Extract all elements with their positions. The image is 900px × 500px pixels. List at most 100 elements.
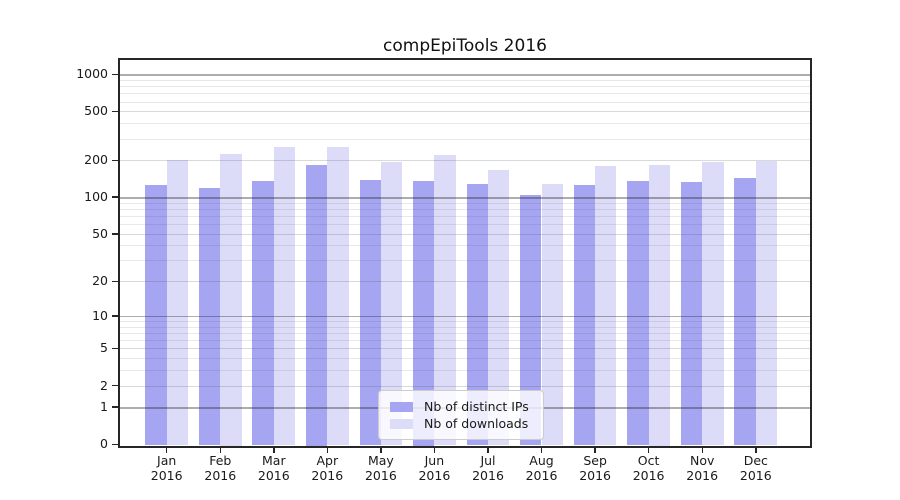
gridline-minor — [120, 86, 810, 88]
x-tick-label: Jan 2016 — [150, 453, 183, 483]
y-tick-label: 0 — [100, 436, 108, 452]
bar-distinct-ips — [145, 185, 167, 446]
y-tick-label: 5 — [100, 340, 108, 356]
y-tick-label: 100 — [84, 189, 108, 205]
x-tick — [755, 447, 757, 453]
gridline-minor — [120, 245, 810, 247]
x-tick — [594, 447, 596, 453]
bar-distinct-ips — [466, 183, 488, 446]
x-tick — [647, 447, 650, 453]
y-tick — [112, 406, 118, 408]
bar-downloads — [755, 161, 778, 446]
y-tick — [112, 73, 118, 76]
y-tick — [112, 110, 118, 113]
y-tick — [112, 315, 118, 317]
legend: Nb of distinct IPs Nb of downloads — [378, 390, 544, 440]
y-tick-label: 1 — [100, 399, 108, 415]
y-tick — [112, 384, 118, 387]
y-tick-label: 500 — [84, 103, 108, 119]
gridline-minor — [120, 340, 810, 342]
y-tick — [112, 280, 118, 282]
y-tick-label: 20 — [92, 273, 108, 289]
legend-label-downloads: Nb of downloads — [424, 416, 529, 431]
bar-distinct-ips — [520, 195, 542, 446]
x-tick — [701, 447, 703, 453]
gridline-minor-labeled — [120, 281, 810, 283]
y-tick — [112, 443, 118, 446]
y-tick-label: 50 — [92, 225, 108, 241]
gridline-minor — [120, 224, 810, 226]
x-tick — [540, 447, 543, 453]
y-tick — [112, 233, 118, 235]
legend-swatch-downloads — [390, 418, 413, 429]
gridline-minor — [120, 216, 810, 217]
bar-downloads — [273, 147, 296, 446]
gridline-minor-labeled — [120, 111, 810, 113]
gridline-minor — [120, 93, 810, 95]
y-tick-label: 10 — [92, 307, 108, 323]
gridline-minor — [120, 358, 810, 360]
bar-downloads — [648, 164, 670, 446]
bar-downloads — [327, 146, 349, 446]
y-tick-label: 200 — [84, 152, 108, 168]
x-tick-label: Sep 2016 — [579, 453, 611, 483]
bar-distinct-ips — [627, 181, 649, 446]
gridline-major — [120, 74, 810, 76]
bar-downloads — [488, 170, 510, 446]
gridline-minor — [120, 321, 810, 322]
x-tick — [326, 447, 329, 453]
y-tick-label: 2 — [100, 377, 108, 393]
bar-distinct-ips — [198, 188, 221, 446]
x-tick-label: Jul 2016 — [472, 453, 504, 483]
chart-title: compEpiTools 2016 — [383, 36, 547, 56]
x-tick-label: May 2016 — [364, 453, 397, 483]
bar-downloads — [380, 161, 403, 446]
gridline-major — [120, 315, 810, 318]
x-tick-label: Dec 2016 — [739, 453, 772, 483]
gridline-minor — [120, 138, 810, 140]
x-tick-label: Feb 2016 — [204, 453, 237, 483]
bar-distinct-ips — [359, 179, 381, 446]
plot-area — [120, 60, 810, 446]
legend-label-distinct-ips: Nb of distinct IPs — [424, 399, 529, 414]
y-tick — [112, 347, 118, 350]
bar-distinct-ips — [252, 180, 274, 446]
bar-distinct-ips — [573, 184, 596, 446]
gridline-minor — [120, 209, 810, 210]
x-tick-label: Oct 2016 — [632, 453, 665, 483]
gridline-minor-labeled — [120, 233, 810, 235]
bar-downloads — [166, 159, 189, 446]
x-tick-label: Nov 2016 — [686, 453, 719, 483]
y-tick — [112, 196, 118, 198]
x-tick — [487, 447, 489, 453]
gridline-minor — [120, 202, 810, 204]
x-tick — [165, 447, 168, 453]
gridline-minor-labeled — [120, 385, 810, 387]
bar-downloads — [434, 155, 456, 446]
bar-downloads — [220, 154, 242, 446]
bar-downloads — [541, 184, 563, 446]
bar-downloads — [702, 162, 724, 446]
x-tick — [433, 447, 436, 453]
bar-downloads — [595, 165, 617, 446]
gridline-major — [120, 197, 810, 199]
gridline-minor — [120, 370, 810, 372]
bar-distinct-ips — [680, 182, 703, 446]
legend-swatch-distinct-ips — [390, 401, 413, 412]
x-tick — [380, 447, 382, 453]
gridline-minor — [120, 123, 810, 125]
x-tick-label: Jun 2016 — [418, 453, 451, 483]
legend-item-downloads: Nb of downloads — [390, 416, 529, 431]
gridline-minor — [120, 80, 810, 81]
y-tick — [112, 159, 118, 162]
x-tick — [273, 447, 275, 453]
x-tick-label: Apr 2016 — [311, 453, 344, 483]
legend-item-distinct-ips: Nb of distinct IPs — [390, 399, 529, 414]
gridline-minor-labeled — [120, 160, 810, 162]
gridline-minor — [120, 326, 810, 328]
x-tick — [219, 447, 221, 453]
x-tick-label: Mar 2016 — [257, 453, 290, 483]
gridline-minor — [120, 332, 810, 334]
x-tick-label: Aug 2016 — [525, 453, 558, 483]
